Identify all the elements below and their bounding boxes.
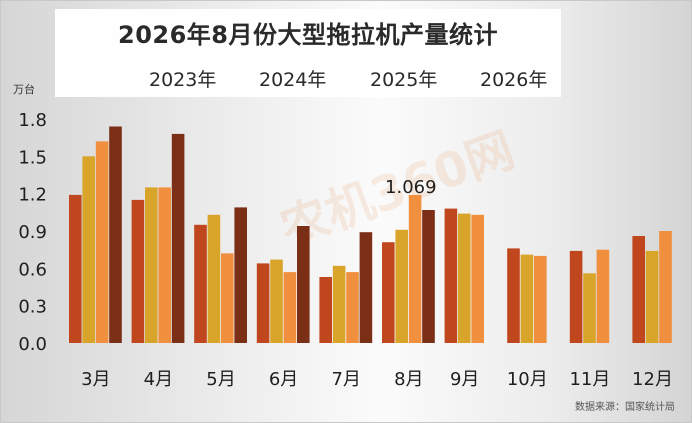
- data-label-annotation: 1.069: [385, 177, 437, 198]
- title-box: [55, 9, 561, 97]
- y-tick-label: 1.8: [18, 110, 47, 131]
- bar-2024年-11月: [583, 273, 596, 343]
- bar-2024年-7月: [332, 265, 346, 343]
- bar-2025年-10月: [534, 255, 547, 343]
- x-tick-label: 6月: [269, 369, 298, 390]
- bar-2025年-4月: [158, 187, 171, 343]
- bar-2024年-10月: [520, 254, 534, 343]
- legend-item-2024: 2024年: [259, 69, 327, 91]
- bar-2025年-8月: [408, 194, 422, 343]
- bar-2026年-7月: [359, 232, 373, 343]
- y-tick-label: 0.9: [18, 222, 47, 243]
- y-axis-unit: 万台: [13, 83, 35, 96]
- bar-2024年-6月: [270, 259, 283, 343]
- legend-item-2026: 2026年: [480, 69, 548, 91]
- bar-2026年-6月: [297, 226, 310, 343]
- bar-2023年-4月: [131, 199, 145, 343]
- bar-2023年-7月: [319, 277, 332, 343]
- x-tick-label: 10月: [507, 369, 548, 390]
- bar-2023年-6月: [256, 263, 270, 343]
- bar-2023年-12月: [632, 236, 645, 343]
- y-tick-label: 1.2: [18, 185, 47, 206]
- bar-2023年-5月: [194, 224, 207, 343]
- bar-2025年-3月: [95, 141, 109, 343]
- annotations: 1.069: [385, 177, 437, 198]
- bar-2026年-4月: [171, 133, 185, 343]
- bar-2024年-12月: [645, 250, 659, 343]
- bar-2026年-8月: [422, 210, 435, 343]
- bar-2023年-9月: [444, 208, 458, 343]
- bar-2025年-7月: [346, 272, 359, 343]
- bar-2026年-5月: [234, 207, 247, 343]
- x-tick-label: 8月: [394, 369, 423, 390]
- bars: [69, 126, 672, 343]
- x-tick-label: 5月: [206, 369, 235, 390]
- x-tick-label: 12月: [632, 369, 673, 390]
- x-tick-label: 7月: [331, 369, 360, 390]
- bar-2023年-10月: [507, 248, 520, 343]
- bar-2024年-4月: [145, 187, 158, 343]
- bar-2024年-9月: [458, 213, 471, 343]
- bar-2025年-9月: [471, 214, 484, 343]
- y-tick-label: 0.0: [18, 334, 47, 355]
- x-axis-labels: 3月 4月 5月 6月 7月 8月 9月 10月 11月 12月: [81, 369, 673, 390]
- y-tick-label: 1.5: [18, 147, 47, 168]
- bar-2025年-11月: [596, 249, 610, 343]
- bar-2023年-3月: [69, 194, 82, 343]
- x-tick-label: 3月: [81, 369, 110, 390]
- bar-2023年-8月: [382, 242, 395, 343]
- bar-2024年-5月: [207, 214, 221, 343]
- x-tick-label: 9月: [450, 369, 479, 390]
- bar-2025年-5月: [221, 253, 234, 343]
- data-source: 数据来源：国家统计局: [575, 402, 675, 413]
- bar-2026年-3月: [109, 126, 122, 343]
- chart-title: 2026年8月份大型拖拉机产量统计: [118, 21, 498, 49]
- bar-2024年-8月: [395, 229, 408, 343]
- y-axis-ticks: 0.0 0.3 0.6 0.9 1.2 1.5 1.8: [18, 110, 47, 355]
- bar-2025年-12月: [659, 231, 672, 343]
- bar-2023年-11月: [569, 250, 583, 343]
- legend-item-2023: 2023年: [149, 69, 217, 91]
- y-tick-label: 0.6: [18, 259, 47, 280]
- legend-item-2025: 2025年: [370, 69, 438, 91]
- x-tick-label: 11月: [569, 369, 610, 390]
- bar-2025年-6月: [283, 272, 297, 343]
- y-tick-label: 0.3: [18, 297, 47, 318]
- bar-2024年-3月: [82, 156, 95, 343]
- x-tick-label: 4月: [144, 369, 173, 390]
